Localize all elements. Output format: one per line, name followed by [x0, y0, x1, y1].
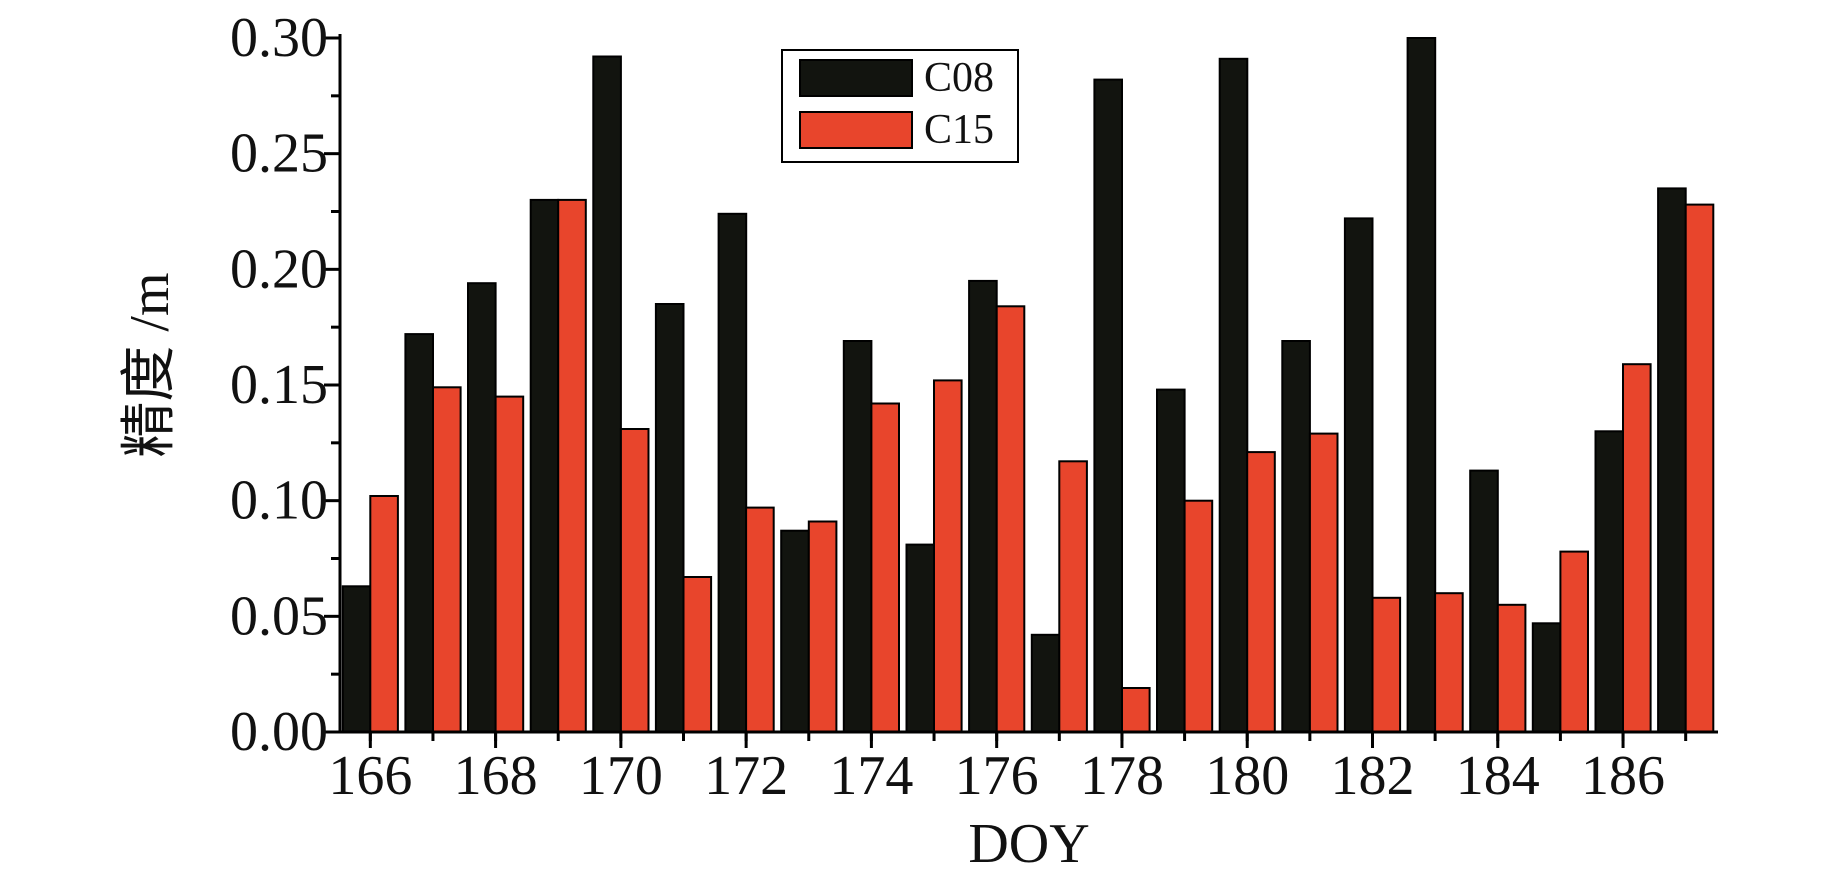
bar-c08-186 — [1594, 430, 1625, 733]
y-tick-label: 0.25 — [230, 123, 328, 185]
bar-c15-185 — [1559, 550, 1590, 733]
bar-c08-185 — [1531, 622, 1562, 733]
legend-swatch-c15 — [799, 111, 913, 149]
bar-c08-166 — [341, 585, 372, 733]
bar-c15-187 — [1684, 203, 1715, 734]
x-tick-label: 180 — [1205, 745, 1289, 807]
bar-c15-169 — [557, 198, 587, 733]
bar-c15-182 — [1371, 596, 1402, 733]
bar-c15-168 — [494, 395, 525, 733]
x-tick-label: 170 — [579, 745, 663, 807]
legend-label-c08: C08 — [924, 55, 994, 101]
bar-c08-177 — [1030, 633, 1061, 733]
bar-c15-167 — [432, 386, 462, 733]
bar-c08-171 — [654, 303, 685, 733]
y-tick-label: 0.05 — [230, 585, 328, 647]
bar-c15-178 — [1121, 687, 1151, 733]
x-ticks-group: 166 168 170 172 174 176 178 180 182 184 186 — [328, 732, 1688, 807]
bar-c15-170 — [619, 428, 650, 733]
bar-c08-178 — [1093, 78, 1124, 734]
bar-c08-184 — [1469, 469, 1499, 733]
bar-c15-179 — [1183, 499, 1214, 734]
bar-c15-173 — [807, 520, 838, 733]
bar-c08-173 — [780, 529, 810, 734]
bar-c15-181 — [1308, 432, 1339, 733]
bars-group — [341, 37, 1715, 734]
y-tick-label: 0.15 — [230, 354, 328, 416]
bar-c15-172 — [745, 506, 775, 733]
bar-c08-168 — [467, 282, 497, 733]
x-tick-label: 186 — [1581, 745, 1665, 807]
bar-c15-171 — [682, 576, 713, 733]
legend-swatch-c08 — [799, 59, 913, 97]
y-tick-label: 0.20 — [230, 238, 328, 300]
y-ticks-group: 0.00 0.05 0.10 0.15 0.20 0.25 0.30 — [230, 7, 340, 763]
bar-c08-167 — [404, 333, 434, 733]
y-tick-label: 0.10 — [230, 470, 328, 532]
bar-c15-174 — [870, 402, 901, 733]
bar-c15-166 — [369, 495, 399, 733]
bar-c15-184 — [1496, 603, 1527, 733]
bar-c15-175 — [933, 379, 963, 733]
x-tick-label: 178 — [1080, 745, 1164, 807]
bar-c08-169 — [529, 198, 560, 733]
bar-c15-186 — [1622, 363, 1652, 733]
bar-c15-177 — [1058, 460, 1088, 733]
y-tick-label: 0.00 — [230, 701, 328, 763]
bar-c15-183 — [1434, 592, 1464, 734]
bar-c08-175 — [905, 543, 936, 733]
x-tick-label: 166 — [328, 745, 412, 807]
x-axis-title: DOY — [968, 813, 1089, 874]
bar-c08-183 — [1406, 37, 1437, 733]
bar-c08-172 — [717, 212, 748, 734]
x-tick-label: 174 — [829, 745, 913, 807]
x-tick-label: 182 — [1331, 745, 1415, 807]
legend-label-c15: C15 — [924, 107, 994, 153]
x-tick-label: 172 — [704, 745, 788, 807]
bar-c08-187 — [1657, 187, 1687, 733]
bar-c15-176 — [995, 305, 1026, 733]
bar-c08-176 — [968, 279, 998, 733]
bar-c08-181 — [1281, 340, 1311, 733]
x-tick-label: 168 — [454, 745, 538, 807]
x-tick-label: 176 — [955, 745, 1039, 807]
bar-c08-170 — [592, 55, 622, 733]
bar-c08-182 — [1343, 217, 1374, 733]
bar-c08-180 — [1218, 57, 1249, 734]
bar-c15-180 — [1246, 451, 1276, 733]
x-tick-label: 184 — [1456, 745, 1540, 807]
y-axis-title: 精度 /m — [119, 272, 181, 457]
bar-c08-179 — [1156, 388, 1186, 733]
bar-c08-174 — [842, 340, 873, 733]
y-tick-label: 0.30 — [230, 7, 328, 69]
